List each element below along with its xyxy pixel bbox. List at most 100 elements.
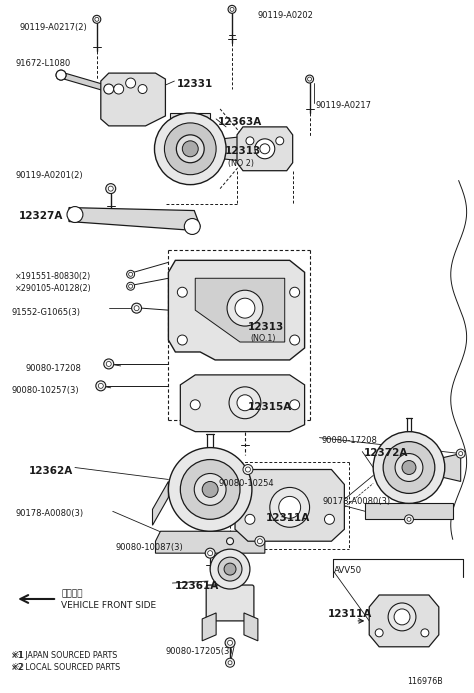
Circle shape (421, 629, 429, 637)
Circle shape (168, 448, 252, 532)
Circle shape (276, 137, 284, 145)
Circle shape (208, 551, 213, 556)
Circle shape (228, 640, 233, 645)
Circle shape (245, 514, 255, 525)
Text: 91672-L1080: 91672-L1080 (15, 59, 71, 68)
Text: 12311A: 12311A (266, 514, 310, 523)
Circle shape (228, 660, 232, 665)
Text: ※2: ※2 (11, 663, 25, 672)
Text: (NO.1): (NO.1) (250, 334, 275, 343)
Circle shape (210, 549, 250, 589)
Circle shape (308, 77, 311, 81)
Circle shape (114, 84, 124, 94)
Circle shape (306, 75, 313, 83)
Polygon shape (155, 532, 265, 553)
Polygon shape (369, 595, 439, 647)
Circle shape (184, 218, 200, 234)
Text: AVV50: AVV50 (335, 566, 363, 575)
Circle shape (106, 362, 111, 367)
Text: 12361A: 12361A (174, 581, 219, 591)
Circle shape (155, 113, 226, 184)
Text: ※1: ※1 (11, 651, 25, 660)
Text: 12331: 12331 (176, 79, 213, 89)
Polygon shape (237, 127, 292, 170)
Circle shape (394, 609, 410, 625)
Polygon shape (180, 375, 305, 432)
Circle shape (224, 563, 236, 575)
Text: ×191551-80830(2): ×191551-80830(2) (15, 272, 91, 281)
Circle shape (106, 184, 116, 193)
Text: ×290105-A0128(2): ×290105-A0128(2) (15, 284, 92, 293)
Text: 91552-G1065(3): 91552-G1065(3) (11, 308, 80, 317)
Text: 90178-A0080(3): 90178-A0080(3) (322, 498, 391, 507)
Circle shape (194, 473, 226, 505)
Circle shape (229, 387, 261, 419)
Text: 12363A: 12363A (218, 117, 263, 127)
Polygon shape (435, 454, 461, 482)
Circle shape (270, 487, 310, 527)
Text: 90119-A0217: 90119-A0217 (316, 101, 372, 110)
Text: 90119-A0202: 90119-A0202 (258, 11, 314, 20)
Circle shape (388, 603, 416, 631)
Circle shape (128, 284, 133, 288)
Text: (NO 2): (NO 2) (228, 159, 254, 168)
Circle shape (127, 270, 135, 279)
Circle shape (190, 400, 200, 410)
Circle shape (176, 135, 204, 163)
Circle shape (255, 139, 275, 159)
Circle shape (138, 85, 147, 94)
Circle shape (104, 359, 114, 369)
Circle shape (134, 306, 139, 310)
Circle shape (383, 441, 435, 493)
Circle shape (104, 84, 114, 94)
Circle shape (93, 15, 101, 24)
Circle shape (395, 454, 423, 482)
Circle shape (132, 303, 142, 313)
Circle shape (228, 6, 236, 13)
Text: VEHICLE FRONT SIDE: VEHICLE FRONT SIDE (61, 601, 156, 610)
Polygon shape (235, 469, 345, 541)
Circle shape (202, 482, 218, 498)
Circle shape (126, 78, 136, 88)
Circle shape (95, 17, 99, 21)
Text: 12311A: 12311A (328, 609, 372, 619)
Text: 116976B: 116976B (407, 676, 443, 685)
Circle shape (402, 461, 416, 475)
Polygon shape (195, 279, 285, 342)
Text: 12313: 12313 (225, 146, 261, 156)
Circle shape (325, 514, 335, 525)
Circle shape (56, 70, 66, 80)
Circle shape (230, 8, 234, 11)
Circle shape (255, 536, 265, 546)
Text: 90080-17208: 90080-17208 (25, 364, 81, 373)
Circle shape (218, 557, 242, 581)
Circle shape (243, 464, 253, 475)
Text: 90080-17205(3): 90080-17205(3) (165, 647, 233, 656)
Circle shape (127, 282, 135, 290)
Text: ×2 LOCAL SOURCED PARTS: ×2 LOCAL SOURCED PARTS (11, 663, 120, 672)
Circle shape (373, 432, 445, 503)
Circle shape (237, 395, 253, 411)
Polygon shape (204, 137, 240, 161)
Text: ×1 JAPAN SOURCED PARTS: ×1 JAPAN SOURCED PARTS (11, 651, 118, 660)
Text: 90080-10087(3): 90080-10087(3) (116, 543, 183, 552)
Polygon shape (168, 261, 305, 360)
Circle shape (404, 515, 413, 524)
Polygon shape (202, 613, 216, 641)
Circle shape (227, 290, 263, 326)
Circle shape (260, 144, 270, 154)
Circle shape (205, 548, 215, 558)
Text: 12327A: 12327A (19, 211, 64, 220)
Circle shape (164, 123, 216, 175)
Polygon shape (170, 113, 210, 121)
Circle shape (177, 335, 187, 345)
Circle shape (56, 70, 66, 80)
Text: 90119-A0201(2): 90119-A0201(2) (15, 170, 83, 179)
Circle shape (246, 467, 250, 472)
Text: 90119-A0217(2): 90119-A0217(2) (19, 24, 87, 33)
Circle shape (225, 638, 235, 648)
Text: 車両前方: 車両前方 (61, 589, 82, 598)
Text: 12315A: 12315A (248, 402, 292, 412)
Circle shape (180, 459, 240, 519)
Circle shape (257, 538, 262, 544)
